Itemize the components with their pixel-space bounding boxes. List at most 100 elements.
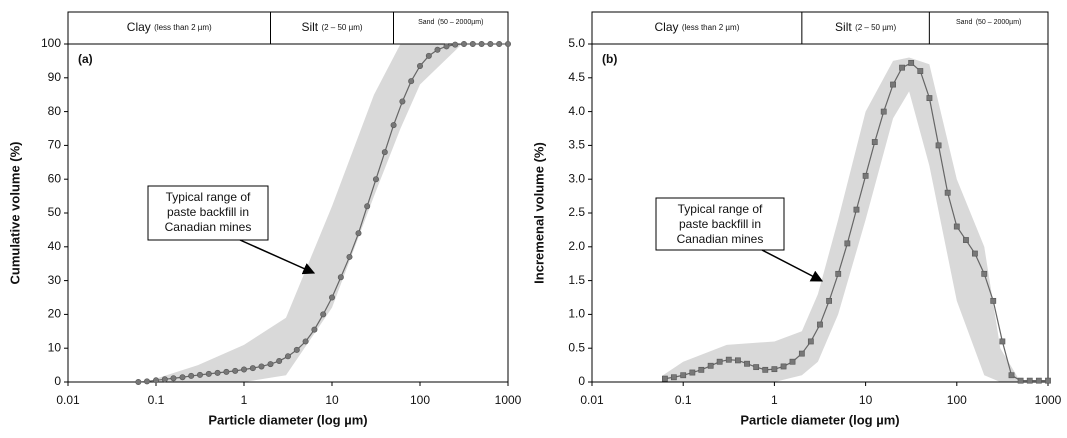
y-tick-label: 1.0: [568, 307, 585, 321]
data-point: [223, 368, 230, 375]
data-point: [853, 206, 860, 213]
data-point: [826, 297, 833, 304]
y-tick-label: 20: [48, 307, 62, 321]
x-tick-label: 1000: [495, 393, 522, 407]
data-point: [372, 176, 379, 183]
y-tick-label: 0: [54, 374, 61, 388]
x-tick-label: 100: [947, 393, 967, 407]
data-point: [1008, 372, 1015, 379]
data-point: [434, 46, 441, 53]
data-point: [744, 360, 750, 367]
annotation-box: [655, 197, 785, 251]
data-point: [143, 378, 150, 385]
data-point: [276, 358, 283, 365]
data-point: [188, 372, 195, 379]
y-tick-label: 2.0: [568, 239, 585, 253]
panel: Clay (less than 2 µm) Silt (2 – 50 µm) San…: [531, 11, 1062, 427]
data-point: [214, 369, 221, 376]
data-point: [963, 237, 969, 243]
data-point: [328, 294, 335, 301]
y-axis-title: Incremenal volume (%): [531, 142, 546, 284]
data-point: [926, 95, 933, 101]
data-point: [944, 189, 951, 196]
zone-name: Clay: [654, 20, 678, 34]
data-point: [258, 363, 265, 370]
data-point: [1026, 377, 1033, 384]
y-tick-label: 80: [48, 104, 62, 118]
data-point: [135, 378, 142, 385]
panel: Clay (less than 2 µm) Silt (2 – 50 µm) San…: [7, 11, 522, 427]
data-point: [284, 353, 291, 360]
zone-range: (2 – 50 µm): [855, 23, 896, 32]
data-point: [302, 338, 309, 345]
data-point: [496, 40, 503, 47]
data-point: [871, 139, 878, 145]
data-point: [232, 367, 239, 374]
y-tick-label: 40: [48, 239, 62, 253]
data-point: [1017, 377, 1024, 384]
data-point: [990, 297, 997, 304]
y-tick-label: 10: [48, 340, 62, 354]
zone-header: [591, 11, 1049, 45]
data-point: [707, 362, 714, 369]
data-point: [399, 98, 406, 105]
data-point: [716, 358, 723, 365]
data-point: [364, 203, 371, 210]
data-point: [817, 321, 823, 328]
data-point: [1035, 377, 1042, 384]
data-point: [807, 338, 814, 345]
data-point: [443, 43, 450, 50]
data-point: [789, 358, 796, 365]
data-point: [267, 361, 274, 368]
y-tick-label: 1.5: [568, 273, 585, 287]
data-point: [153, 377, 160, 384]
data-point: [670, 374, 677, 381]
data-point: [780, 363, 787, 370]
annotation-arrow: [761, 249, 824, 282]
data-point: [735, 357, 741, 364]
data-point: [981, 270, 988, 277]
data-point: [311, 326, 318, 333]
y-tick-label: 50: [48, 205, 62, 219]
data-point: [381, 149, 388, 156]
zone-label: Sand (50 – 2000µm): [956, 14, 1021, 28]
data-point: [935, 142, 942, 149]
x-tick-label: 100: [410, 393, 430, 407]
data-point: [798, 350, 805, 357]
data-point: [762, 366, 769, 373]
data-point: [908, 60, 915, 66]
x-axis-title: Particle diameter (log µm): [740, 412, 899, 427]
zone-name: Sand: [956, 19, 972, 26]
data-point: [972, 250, 978, 257]
data-point: [346, 253, 353, 260]
panel-label: (a): [78, 52, 93, 66]
zone-header: [67, 11, 509, 45]
x-axis-title: Particle diameter (log µm): [208, 412, 367, 427]
zone-name: Silt: [301, 20, 318, 34]
data-point: [452, 41, 459, 48]
data-point: [487, 40, 494, 47]
zone-label: Clay (less than 2 µm): [127, 20, 212, 34]
data-point: [999, 338, 1006, 345]
y-tick-label: 30: [48, 273, 62, 287]
data-point: [504, 40, 511, 47]
data-point: [469, 40, 476, 47]
annotation-text: Canadian mines: [677, 232, 764, 246]
data-point: [460, 40, 467, 47]
data-point: [680, 372, 687, 379]
panel-label: (b): [602, 52, 617, 66]
range-band: [662, 57, 1021, 383]
data-point: [880, 108, 887, 115]
zone-range: (50 – 2000µm): [976, 19, 1022, 26]
data-point: [689, 369, 696, 376]
zone-range: (2 – 50 µm): [321, 23, 362, 32]
data-point: [661, 375, 668, 382]
x-tick-label: 1: [771, 393, 778, 407]
data-point: [844, 240, 851, 247]
zone-range: (less than 2 µm): [154, 23, 212, 32]
data-point: [890, 81, 896, 88]
zone-range: (less than 2 µm): [682, 23, 740, 32]
data-point: [835, 270, 842, 277]
y-tick-label: 2.5: [568, 205, 585, 219]
